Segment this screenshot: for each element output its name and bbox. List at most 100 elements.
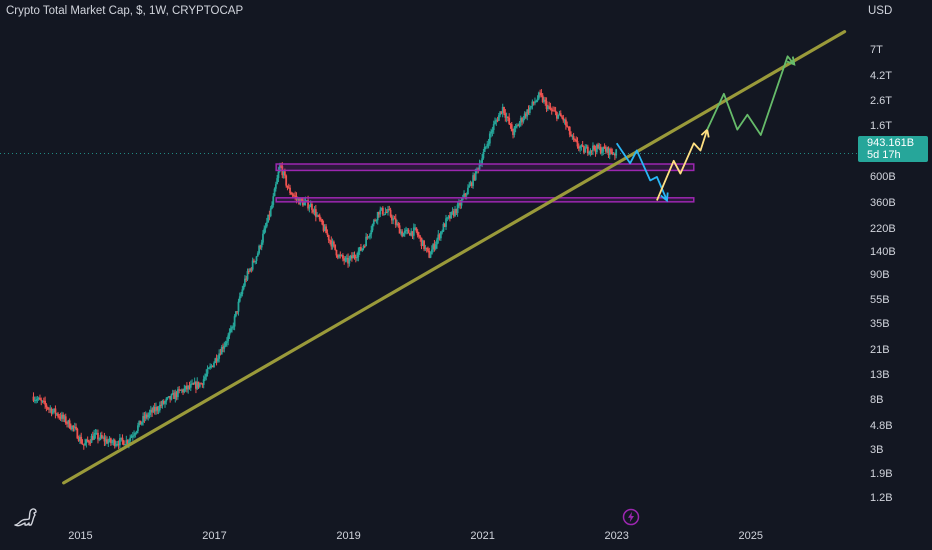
y-tick-label: 1.9B [870, 467, 893, 480]
candle-body [285, 175, 288, 186]
candle-body [371, 224, 374, 231]
candle-body [358, 247, 361, 252]
candle-body [178, 389, 181, 391]
candle-body [340, 255, 343, 257]
candle-body [305, 200, 308, 202]
candle-body [251, 260, 254, 270]
candle-body [360, 247, 362, 251]
candle-body [49, 408, 52, 410]
candle-body [456, 204, 459, 213]
candle-body [581, 145, 584, 147]
tradingview-dino-icon[interactable] [12, 506, 38, 528]
candle-body [51, 410, 54, 414]
candle-body [135, 431, 138, 434]
candle-body [162, 400, 165, 404]
candle-body [564, 119, 567, 126]
candle-body [60, 414, 63, 419]
candle-body [238, 296, 241, 302]
candle-body [575, 139, 578, 142]
candle-body [247, 271, 250, 273]
candle-body [58, 416, 61, 418]
candle-body [474, 169, 477, 180]
candle-body [521, 118, 523, 122]
candle-body [88, 441, 90, 443]
candle-body [592, 145, 594, 151]
candle-body [454, 209, 456, 216]
candle-body [36, 399, 39, 401]
candle-body [585, 146, 588, 149]
candle-body [550, 109, 553, 111]
candle-body [200, 383, 202, 385]
candle-body [539, 92, 542, 94]
candle-body [53, 408, 56, 411]
candle-body [495, 120, 498, 122]
candle-body [420, 237, 423, 247]
candle-body [272, 196, 275, 205]
candle-body [317, 215, 320, 217]
candle-body [476, 168, 478, 170]
candle-body [182, 389, 184, 393]
candle-body [242, 285, 245, 290]
candle-body [326, 233, 329, 236]
candle-body [553, 110, 556, 112]
candle-body [290, 193, 293, 195]
candle-body [33, 399, 36, 401]
candle-body [216, 358, 219, 362]
candle-body [459, 203, 462, 206]
y-tick-label: 1.6T [870, 120, 893, 133]
candle-body [169, 396, 172, 400]
candle-body [372, 220, 375, 225]
candle-body [129, 437, 132, 441]
candle-body [403, 230, 406, 234]
candle-body [503, 106, 505, 114]
candle-body [478, 164, 481, 170]
candle-body [482, 152, 485, 159]
candle-body [380, 207, 383, 210]
candle-body [291, 194, 294, 196]
candle-body [555, 112, 558, 119]
candle-body [473, 175, 476, 180]
candle-body [276, 178, 279, 185]
candle-body [490, 131, 493, 134]
candle-body [610, 148, 612, 153]
y-tick-label: 8B [870, 393, 884, 406]
candle-body [548, 106, 551, 108]
bar-countdown: 5d 17h [867, 149, 901, 161]
candle-body [213, 362, 215, 367]
candle-body [398, 225, 401, 234]
lightning-icon[interactable] [622, 508, 640, 526]
candle-body [430, 249, 433, 255]
candle-body [540, 93, 543, 96]
candle-body [128, 440, 130, 444]
zone-1 [275, 163, 695, 172]
candle-body [175, 392, 178, 398]
candle-body [46, 407, 49, 409]
candle-body [219, 353, 222, 355]
candle-body [537, 92, 540, 99]
y-tick-label: 90B [870, 268, 890, 281]
candle-body [534, 102, 536, 104]
candle-body [144, 414, 147, 419]
candle-body [532, 101, 535, 104]
candle-body [300, 198, 303, 201]
candle-body [67, 420, 70, 424]
candle-body [559, 113, 562, 117]
y-tick-label: 55B [870, 294, 890, 307]
candle-body [586, 146, 589, 154]
candle-body [415, 227, 418, 232]
candle-body [121, 437, 124, 441]
candle-body [448, 215, 451, 219]
candle-body [588, 153, 591, 155]
candle-body [108, 438, 111, 442]
candle-body [139, 420, 142, 425]
candle-body [615, 149, 618, 156]
candle-body [250, 268, 253, 270]
candle-body [296, 198, 299, 200]
candle-body [314, 209, 317, 217]
candle-body [192, 383, 195, 385]
candle-body [138, 420, 141, 426]
candle-body [214, 358, 217, 363]
candle-body [140, 422, 143, 425]
candle-body [464, 193, 467, 196]
